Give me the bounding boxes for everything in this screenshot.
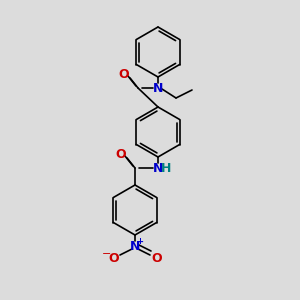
Text: H: H: [161, 161, 171, 175]
Text: N: N: [153, 82, 163, 94]
Text: O: O: [109, 253, 119, 266]
Text: +: +: [136, 236, 143, 245]
Text: O: O: [119, 68, 129, 80]
Text: N: N: [153, 161, 163, 175]
Text: O: O: [152, 253, 162, 266]
Text: N: N: [130, 239, 140, 253]
Text: O: O: [116, 148, 126, 160]
Text: −: −: [102, 249, 112, 259]
